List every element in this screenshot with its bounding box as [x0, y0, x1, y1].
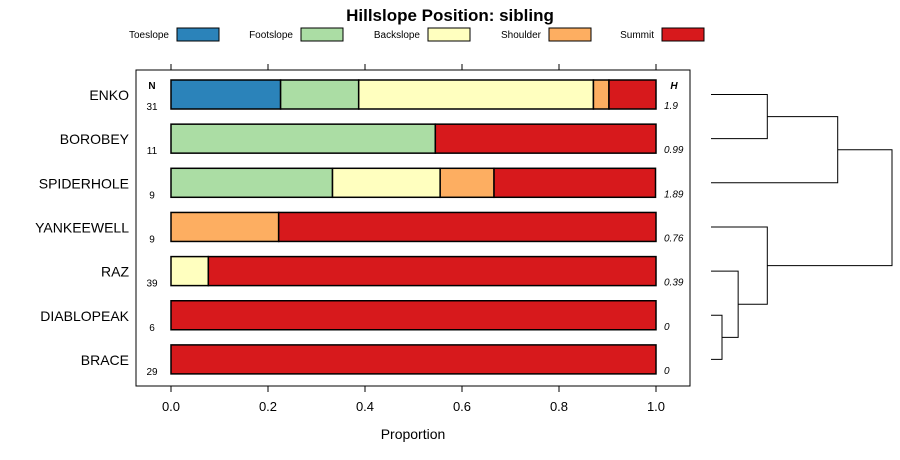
x-axis: 0.0 0.2 0.4 0.6 0.8 1.0 [162, 385, 665, 414]
legend-swatch-toeslope [176, 27, 220, 42]
row-label: ENKO [89, 87, 129, 103]
dendrogram-root [767, 149, 893, 267]
bar-segment-toeslope [170, 79, 282, 110]
row-label: DIABLOPEAK [40, 308, 129, 324]
bar-row: BRACE 29 0 [81, 344, 670, 378]
legend-label-summit: Summit [620, 30, 654, 41]
bar-segment-backslope [170, 255, 210, 287]
legend-label-footslope: Footslope [249, 30, 293, 41]
x-tick-label: 0.0 [162, 399, 180, 414]
h-value: 0 [664, 322, 670, 333]
bar-segment-summit [277, 211, 657, 243]
n-column-header: N [148, 81, 155, 92]
bar-row: BOROBEY 11 0.99 [60, 123, 684, 157]
bar-segment-shoulder [170, 211, 280, 243]
row-label: SPIDERHOLE [39, 175, 129, 191]
legend-swatch-summit [661, 27, 705, 42]
top-tick-marks [170, 64, 657, 70]
dendrogram-branch [711, 116, 839, 184]
legend-label-shoulder: Shoulder [501, 30, 542, 41]
row-label: BOROBEY [60, 131, 130, 147]
dendrogram-branch [711, 226, 768, 305]
n-value: 9 [149, 234, 155, 245]
chart-title: Hillslope Position: sibling [346, 6, 554, 25]
bar-row: SPIDERHOLE 9 1.89 [39, 167, 684, 201]
dendrogram-branch [711, 270, 739, 338]
bar-segment-summit [434, 123, 657, 154]
h-value: 0.99 [664, 145, 684, 156]
n-value: 31 [146, 102, 158, 113]
bar-segment-shoulder [592, 79, 610, 110]
bar-segment-summit [608, 79, 657, 110]
bar-segment-footslope [170, 167, 334, 199]
legend-swatch-shoulder [548, 27, 592, 42]
dendrogram-branch [711, 94, 768, 140]
legend-label-backslope: Backslope [374, 30, 421, 41]
h-column-header: H [670, 81, 678, 92]
bar-segment-summit [493, 167, 657, 199]
legend-label-toeslope: Toeslope [129, 30, 169, 41]
bar-rows: ENKO 31 1.9 BOROBEY 11 0.99 SPIDERHOLE 9 1.89 YAN… [35, 79, 684, 378]
x-tick-label: 0.8 [550, 399, 568, 414]
legend: Toeslope Footslope Backslope Shoulder Summit [129, 27, 705, 42]
dendrogram [711, 94, 893, 360]
bar-segment-summit [207, 255, 657, 287]
row-label: YANKEEWELL [35, 219, 129, 235]
bar-segment-backslope [331, 167, 441, 199]
x-tick-label: 1.0 [647, 399, 665, 414]
n-value: 9 [149, 190, 155, 201]
x-tick-label: 0.4 [356, 399, 374, 414]
bar-row: DIABLOPEAK 6 0 [40, 300, 670, 334]
n-value: 39 [146, 279, 158, 290]
h-value: 1.9 [664, 101, 678, 112]
dendrogram-branch [711, 314, 723, 360]
bar-segment-footslope [170, 123, 437, 154]
legend-swatch-backslope [427, 27, 471, 42]
bar-segment-backslope [357, 79, 595, 110]
h-value: 0 [664, 366, 670, 377]
n-value: 29 [146, 367, 158, 378]
bar-segment-summit [170, 344, 657, 375]
bar-row: ENKO 31 1.9 [89, 79, 678, 113]
bar-segment-shoulder [439, 167, 495, 199]
x-tick-label: 0.6 [453, 399, 471, 414]
row-label: RAZ [101, 264, 129, 280]
h-value: 1.89 [664, 189, 684, 200]
n-value: 11 [147, 146, 158, 157]
x-tick-label: 0.2 [259, 399, 277, 414]
bar-segment-footslope [279, 79, 360, 110]
row-label: BRACE [81, 352, 129, 368]
bar-segment-summit [170, 300, 657, 331]
bar-row: YANKEEWELL 9 0.76 [35, 211, 684, 245]
bar-row: RAZ 39 0.39 [101, 255, 684, 290]
h-value: 0.76 [664, 233, 684, 244]
x-axis-label: Proportion [381, 426, 446, 442]
n-value: 6 [149, 323, 155, 334]
h-value: 0.39 [664, 278, 684, 289]
legend-swatch-footslope [300, 27, 344, 42]
